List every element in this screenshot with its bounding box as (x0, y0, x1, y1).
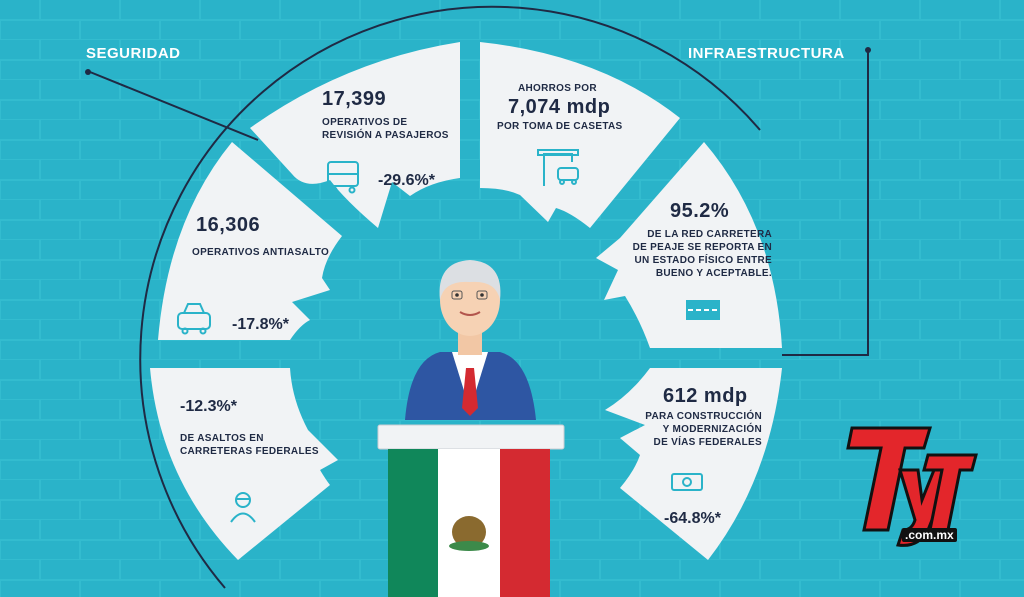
panel-r3 (605, 368, 782, 560)
panel-s1 (250, 42, 460, 228)
r3-pct: -64.8%* (664, 510, 721, 527)
infraestructura-label: INFRAESTRUCTURA (688, 45, 845, 62)
r3-text: PARA CONSTRUCCIÓN Y MODERNIZACIÓN DE VÍAS… (645, 411, 762, 448)
panel-s3 (150, 368, 338, 560)
r1-value: 7,074 mdp (508, 96, 611, 118)
panel-r1 (480, 42, 680, 228)
outer-arc (139, 5, 761, 589)
panel-s2 (158, 142, 342, 340)
money-icon (671, 473, 703, 491)
r2-text: DE LA RED CARRETERA DE PEAJE SE REPORTA E… (632, 229, 772, 279)
bus-icon (327, 161, 359, 194)
flag-emblem (452, 516, 486, 548)
tyt-logo (846, 426, 978, 547)
s3-value: -12.3%* (180, 398, 237, 415)
speaker-figure (405, 260, 536, 420)
s2-value: 16,306 (196, 214, 261, 236)
police-car-icon (177, 303, 211, 335)
s1-text: OPERATIVOS DE REVISIÓN A PASAJEROS (322, 117, 449, 141)
podium (377, 424, 565, 597)
s2-pct: -17.8%* (232, 316, 289, 333)
r2-value: 95.2% (670, 200, 730, 222)
r1-pre: AHORROS POR (518, 83, 597, 94)
segment-panels (150, 42, 782, 560)
r1-text: POR TOMA DE CASETAS (497, 121, 623, 132)
road-icon (686, 300, 720, 320)
seguridad-label: SEGURIDAD (86, 45, 181, 62)
s1-value: 17,399 (322, 88, 387, 110)
infraestructura-pointer (782, 50, 869, 356)
thief-icon (230, 492, 256, 523)
panel-r2 (596, 142, 782, 348)
s1-pct: -29.6%* (378, 172, 435, 189)
r3-value: 612 mdp (663, 385, 748, 407)
toll-booth-icon (537, 149, 579, 186)
s2-text: OPERATIVOS ANTIASALTO (192, 247, 330, 258)
logo-domain: .com.mx (902, 528, 957, 542)
s3-text: DE ASALTOS EN CARRETERAS FEDERALES (180, 433, 319, 457)
seguridad-pointer (89, 71, 259, 141)
